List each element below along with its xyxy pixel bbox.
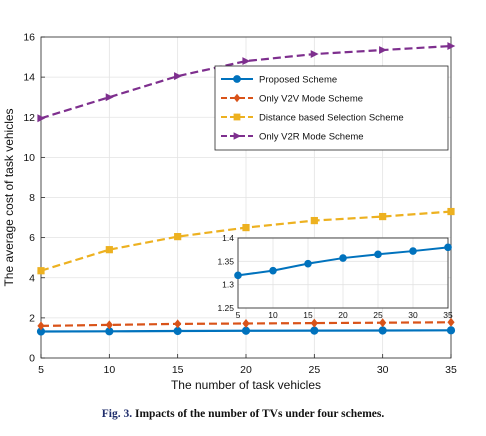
legend-marker [233,113,241,121]
figure-caption: Fig. 3. Impacts of the number of TVs und… [0,408,486,420]
inset-x-tick-label: 35 [443,310,453,320]
data-point [174,72,182,81]
y-tick-label: 16 [23,32,35,44]
main-series [36,42,456,336]
y-tick-label: 8 [29,192,35,204]
data-point [379,46,387,55]
legend-marker [233,132,242,140]
legend-label: Only V2V Mode Scheme [259,94,363,105]
y-tick-label: 2 [29,312,35,324]
figure-label: Fig. 3. [101,408,133,420]
chart: 5 10 15 20 25 30 35 0 2 4 6 8 10 12 14 16 5 10 15 20 25 30 35… [2,32,457,393]
legend-marker [233,75,241,83]
data-point [379,212,387,221]
data-point [378,326,387,335]
main-ticks: 5 10 15 20 25 30 35 0 2 4 6 8 10 12 14 16 [23,32,457,377]
x-tick-label: 30 [377,364,389,376]
y-axis-title: The average cost of task vehicles [2,108,16,286]
caption-text: Impacts of the number of TVs under four … [134,408,385,420]
x-tick-label: 35 [445,364,457,376]
data-point [242,318,250,328]
y-tick-label: 14 [23,72,35,84]
data-point [242,57,251,66]
data-point [447,42,456,50]
y-tick-label: 12 [23,112,35,124]
inset-x-tick-label: 25 [373,310,383,320]
data-point [174,233,182,241]
x-tick-label: 15 [172,364,184,376]
inset-data-point [304,259,312,268]
inset-y-tick-label: 1.3 [222,280,234,290]
legend-box [214,65,449,151]
data-point [105,93,114,102]
data-point [37,267,45,275]
x-tick-label: 10 [103,364,115,376]
inset-data-point [409,247,417,255]
x-tick-label: 20 [240,364,252,376]
inset-y-tick-label: 1.4 [222,233,234,243]
y-tick-label: 6 [29,232,35,244]
inset-data-point [234,271,242,280]
data-point [310,216,318,225]
x-axis-title: The number of task vehicles [171,378,321,392]
inset-x-tick-label: 15 [303,310,313,320]
data-point [173,326,182,336]
series-3 [37,42,456,123]
data-point [310,326,319,335]
inset-plot: 5 10 15 20 25 30 35 1.25 1.3 1.35 1.4 [217,233,453,320]
data-point [446,326,456,335]
inset-data-point [444,243,452,252]
series-1 [37,317,455,331]
legend-label: Only V2R Mode Scheme [259,132,364,143]
legend-label: Proposed Scheme [259,75,337,86]
data-point [105,246,113,254]
data-point [37,321,45,331]
y-tick-label: 4 [29,272,35,284]
data-point [447,207,455,216]
inset-x-tick-label: 20 [338,310,348,320]
x-tick-label: 5 [38,364,44,376]
data-point [310,50,319,59]
inset-y-tick-label: 1.35 [217,256,234,266]
series-2 [37,207,455,275]
inset-x-tick-label: 5 [236,310,241,320]
x-tick-label: 25 [308,364,320,376]
legend: Proposed Scheme Only V2V Mode Scheme Dista… [214,65,449,151]
data-point [379,318,387,328]
legend-label: Distance based Selection Scheme [259,113,404,124]
data-point [105,320,113,330]
inset-data-point [374,250,382,259]
inset-data-point [339,254,347,262]
inset-x-tick-label: 10 [268,310,278,320]
inset-data-point [269,266,277,275]
data-point [37,114,46,123]
data-point [447,317,455,327]
data-point [174,319,182,329]
data-point [310,318,318,328]
legend-marker [233,93,241,103]
y-tick-label: 10 [23,152,35,164]
inset-y-tick-label: 1.25 [217,303,234,313]
y-tick-label: 0 [29,353,35,365]
inset-x-tick-label: 30 [408,310,418,320]
data-point [241,326,251,335]
data-point [242,223,250,232]
